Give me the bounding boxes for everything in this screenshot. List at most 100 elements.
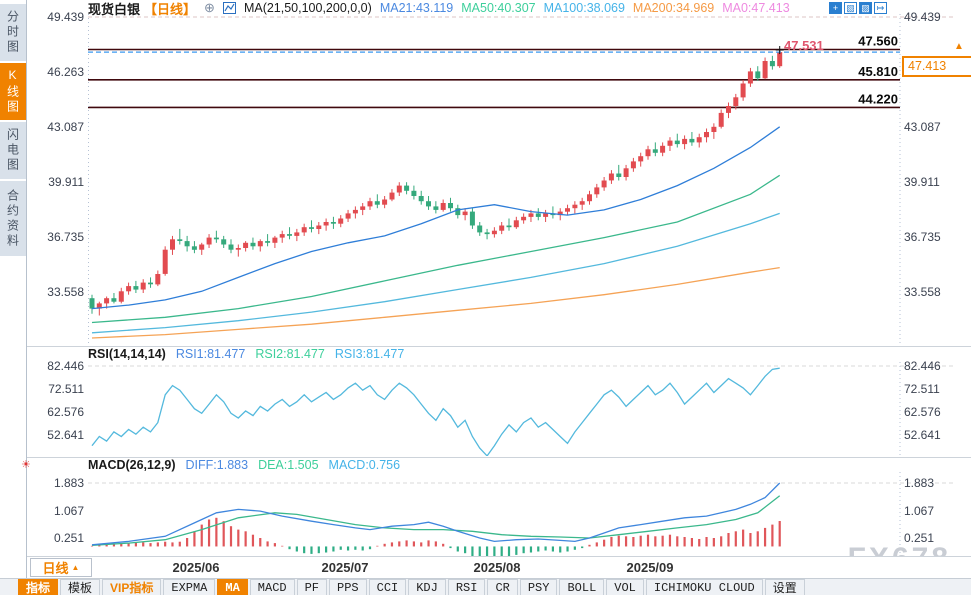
axis-label: 72.511 bbox=[904, 382, 940, 396]
macd-header: MACD(26,12,9) DIFF:1.883 DEA:1.505 MACD:… bbox=[88, 458, 400, 472]
tab-cr[interactable]: CR bbox=[487, 579, 518, 595]
axis-label: 72.511 bbox=[48, 382, 84, 396]
ma21-value: MA21:43.119 bbox=[379, 1, 454, 15]
ma200-line bbox=[91, 266, 780, 339]
tab-psy[interactable]: PSY bbox=[519, 579, 558, 595]
axis-label: 1.883 bbox=[53, 476, 84, 490]
rsi3-value: RSI3:81.477 bbox=[334, 347, 405, 361]
tab-templates[interactable]: 模板 bbox=[60, 579, 101, 595]
ma50-value: MA50:40.307 bbox=[461, 1, 536, 15]
dea-line bbox=[91, 495, 781, 547]
x-tick-month: 2025/06 bbox=[172, 560, 220, 575]
axis-label: 52.641 bbox=[47, 428, 84, 442]
tab-macd[interactable]: MACD bbox=[249, 579, 295, 595]
chart-tool-icons: + ▧ ▨ ↦ bbox=[829, 2, 887, 14]
dea-value: DEA:1.505 bbox=[258, 458, 319, 472]
level-price-label: 45.810 bbox=[858, 64, 898, 79]
rsi-chart[interactable] bbox=[88, 362, 955, 456]
high-price-label: 47.531 bbox=[784, 38, 824, 53]
axis-label: 49.439 bbox=[47, 10, 84, 24]
tab-boll[interactable]: BOLL bbox=[559, 579, 605, 595]
axis-label: 52.641 bbox=[904, 428, 941, 442]
x-tick-month: 2025/09 bbox=[626, 560, 674, 575]
chart-header: 现货白银 【日线】 ⊕ MA(21,50,100,200,0,0) MA21:4… bbox=[88, 0, 790, 17]
candles-group bbox=[89, 50, 783, 316]
price-up-arrow-icon: ▲ bbox=[954, 41, 964, 52]
panel-divider bbox=[27, 457, 971, 458]
tab-settings[interactable]: 设置 bbox=[764, 579, 805, 595]
tab-ma[interactable]: MA bbox=[217, 579, 248, 595]
tab-pf[interactable]: PF bbox=[296, 579, 328, 595]
level-price-label: 47.560 bbox=[858, 34, 898, 49]
tab-pps[interactable]: PPS bbox=[329, 579, 367, 595]
chevron-up-icon: ▲ bbox=[71, 563, 80, 572]
x-tick-month: 2025/08 bbox=[473, 560, 521, 575]
sidebar-item-kline-chart[interactable]: K线图 bbox=[0, 63, 26, 120]
axis-label: 82.446 bbox=[904, 359, 941, 373]
x-tick-month: 2025/07 bbox=[321, 560, 369, 575]
diff-value: DIFF:1.883 bbox=[185, 458, 249, 472]
current-price-tag: 47.413 bbox=[902, 56, 971, 77]
pan-icon[interactable]: + bbox=[829, 2, 842, 14]
sidebar-item-lightning-chart[interactable]: 闪电图 bbox=[0, 122, 26, 179]
ma50-line bbox=[91, 174, 781, 324]
period-dropdown[interactable]: 日线 ▲ bbox=[30, 558, 92, 577]
indicator-toolbar: 指标 模板 VIP指标 EXPMA MA MACD PF PPS CCI KDJ… bbox=[0, 578, 971, 595]
level-price-label: 44.220 bbox=[858, 91, 898, 106]
axis-label: 39.911 bbox=[48, 175, 84, 189]
axis-label: 1.067 bbox=[53, 504, 84, 518]
axis-label: 43.087 bbox=[47, 120, 84, 134]
axis-label: 62.576 bbox=[904, 405, 941, 419]
price-chart[interactable]: 47.560 45.810 44.220 bbox=[88, 14, 955, 345]
sidebar-item-timeshare-chart[interactable]: 分时图 bbox=[0, 4, 26, 61]
axis-label: 1.883 bbox=[904, 476, 935, 490]
tab-rsi[interactable]: RSI bbox=[447, 579, 486, 595]
axis-label: 1.067 bbox=[904, 504, 935, 518]
rsi2-value: RSI2:81.477 bbox=[255, 347, 325, 361]
axis-label: 33.558 bbox=[47, 285, 84, 299]
rsi-header: RSI(14,14,14) RSI1:81.477 RSI2:81.477 RS… bbox=[88, 347, 404, 361]
tab-kdj[interactable]: KDJ bbox=[408, 579, 446, 595]
period-label: 【日线】 bbox=[144, 1, 197, 17]
axis-label: 0.251 bbox=[904, 531, 935, 545]
zoom-reset-icon[interactable]: ▨ bbox=[859, 2, 872, 14]
macd-histogram bbox=[90, 517, 781, 556]
axis-label: 49.439 bbox=[904, 10, 941, 24]
axis-label: 43.087 bbox=[904, 120, 941, 134]
rsi-line bbox=[91, 367, 780, 456]
axis-label: 36.735 bbox=[904, 230, 941, 244]
add-compare-icon[interactable]: ⊕ bbox=[204, 0, 215, 15]
period-dropdown-label: 日线 bbox=[42, 561, 69, 576]
tab-cci[interactable]: CCI bbox=[368, 579, 407, 595]
ma0-value: MA0:47.413 bbox=[722, 1, 790, 15]
zoom-area-icon[interactable]: ▧ bbox=[844, 2, 857, 14]
axis-label: 62.576 bbox=[47, 405, 84, 419]
left-sidebar: 分时图 K线图 闪电图 合约资料 bbox=[0, 0, 27, 595]
tab-expma[interactable]: EXPMA bbox=[163, 579, 216, 595]
diff-line bbox=[91, 482, 781, 546]
ma-params-label: MA(21,50,100,200,0,0) bbox=[243, 1, 372, 15]
tab-indicators[interactable]: 指标 bbox=[18, 579, 59, 595]
ma100-line bbox=[91, 212, 780, 334]
ma200-value: MA200:34.969 bbox=[632, 1, 715, 15]
macd-chart[interactable] bbox=[88, 472, 955, 556]
axis-label: 0.251 bbox=[53, 531, 84, 545]
sidebar-item-contract-info[interactable]: 合约资料 bbox=[0, 181, 26, 256]
rsi-title: RSI(14,14,14) bbox=[88, 347, 166, 361]
panel-settings-icon[interactable]: ☀ bbox=[21, 459, 31, 471]
tab-vip-indicators[interactable]: VIP指标 bbox=[102, 579, 162, 595]
forward-icon[interactable]: ↦ bbox=[874, 2, 887, 14]
rsi1-value: RSI1:81.477 bbox=[175, 347, 246, 361]
panel-divider bbox=[27, 346, 971, 347]
macd-value: MACD:0.756 bbox=[328, 458, 401, 472]
tab-vol[interactable]: VOL bbox=[606, 579, 644, 595]
axis-label: 33.558 bbox=[904, 285, 941, 299]
x-axis-row bbox=[27, 556, 971, 579]
axis-label: 36.735 bbox=[47, 230, 84, 244]
axis-label: 39.911 bbox=[904, 175, 940, 189]
axis-label: 82.446 bbox=[47, 359, 84, 373]
symbol-name: 现货白银 bbox=[88, 1, 141, 17]
ma100-value: MA100:38.069 bbox=[543, 1, 625, 15]
tab-ichimoku[interactable]: ICHIMOKU CLOUD bbox=[645, 579, 763, 595]
